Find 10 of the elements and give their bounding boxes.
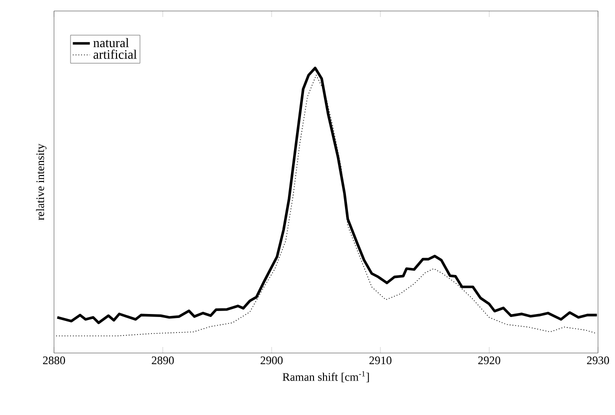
x-tick-label: 2900 <box>260 356 283 364</box>
x-tick-label: 2930 <box>587 356 610 364</box>
legend-label: natural <box>93 38 129 48</box>
x-tick-label: 2920 <box>478 356 500 364</box>
legend-label: artificial <box>94 50 137 59</box>
x-tick-label: 2890 <box>152 356 174 364</box>
x-tick-label: 2880 <box>43 356 66 364</box>
x-axis-title: Raman shift [cm$^{-1}$] <box>282 371 369 382</box>
y-axis-title: relative intensity <box>36 144 46 220</box>
x-tick-label: 2910 <box>369 356 392 364</box>
